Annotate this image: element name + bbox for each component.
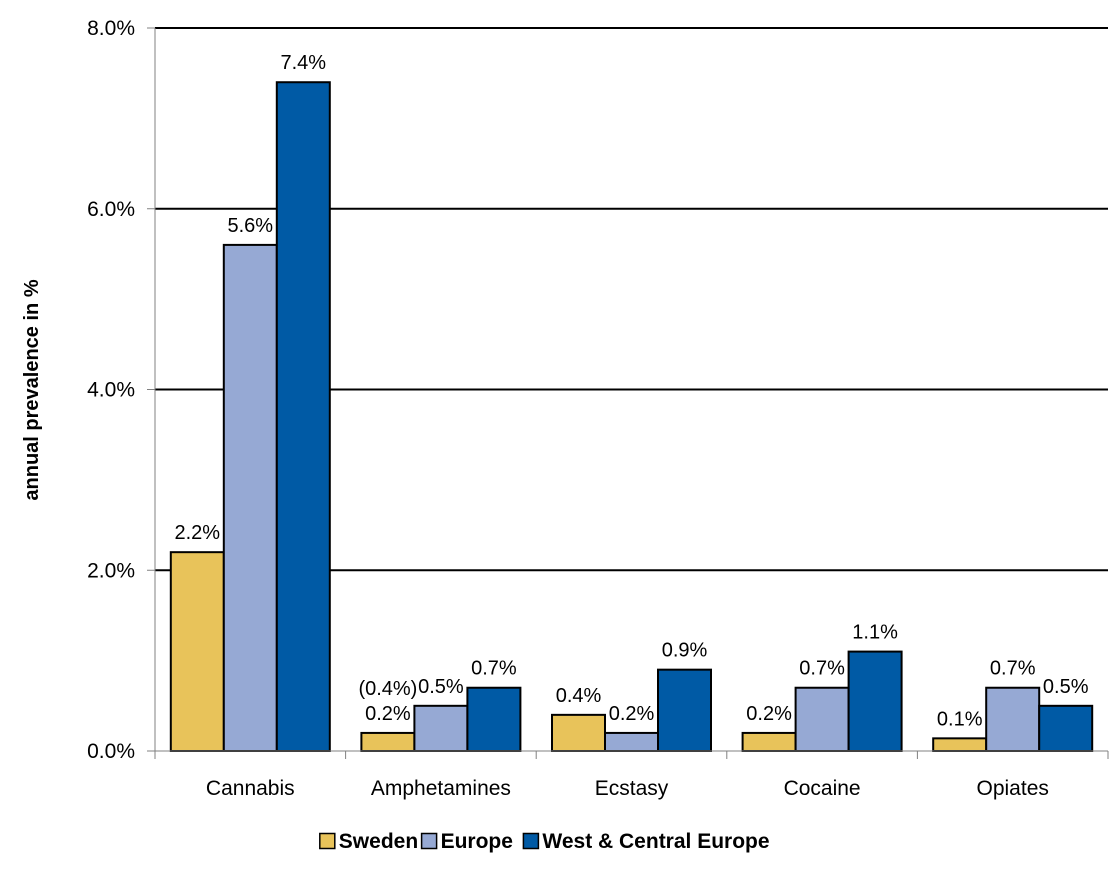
y-tick-label: 2.0% xyxy=(87,559,135,582)
data-label: 0.5% xyxy=(1043,676,1089,698)
legend-swatch xyxy=(420,832,438,850)
bar xyxy=(222,243,278,752)
x-tick-label: Cannabis xyxy=(206,777,295,800)
bar xyxy=(360,731,416,752)
data-label: 0.7% xyxy=(799,658,845,680)
data-label: 1.1% xyxy=(852,622,898,644)
bar xyxy=(466,686,522,752)
bars xyxy=(169,81,1094,753)
data-label: 0.7% xyxy=(471,658,517,680)
legend-label: Europe xyxy=(441,830,513,853)
data-label: 0.9% xyxy=(662,640,708,662)
data-label: 7.4% xyxy=(281,52,327,74)
legend-swatch xyxy=(522,832,540,850)
y-tick-label: 6.0% xyxy=(87,198,135,221)
y-tick-label: 8.0% xyxy=(87,17,135,40)
bar xyxy=(794,686,850,752)
data-label: 0.5% xyxy=(418,676,464,698)
y-axis-label: annual prevalence in % xyxy=(21,279,43,500)
bar xyxy=(413,704,469,752)
data-label: 0.1% xyxy=(937,708,983,730)
axes: 0.0% 2.0% 4.0% 6.0% 8.0% Cannabis Amphetamines… xyxy=(87,17,1109,800)
bar xyxy=(657,668,712,752)
data-label: 0.2% xyxy=(365,703,411,725)
legend: Sweden Europe West & Central Europe xyxy=(319,830,770,853)
legend-label: Sweden xyxy=(339,830,418,853)
bar xyxy=(169,551,225,752)
bar xyxy=(551,713,606,752)
y-tick-label: 0.0% xyxy=(87,740,135,763)
legend-label: West & Central Europe xyxy=(542,830,769,853)
bar xyxy=(932,737,988,752)
data-label: 0.7% xyxy=(990,658,1036,680)
data-labels: 2.2%5.6%7.4%0.2%(0.4%) 0.5%0.7%0.4%0.2%0.… xyxy=(175,52,1089,730)
bar xyxy=(741,731,797,752)
x-tick-label: Cocaine xyxy=(784,777,861,800)
bar xyxy=(985,686,1041,752)
data-label: 0.4% xyxy=(556,685,602,707)
data-label: 2.2% xyxy=(175,522,221,544)
x-tick-label: Opiates xyxy=(977,777,1049,800)
bar xyxy=(847,650,903,753)
annotation-label: (0.4%) xyxy=(358,678,417,700)
legend-swatch xyxy=(319,832,336,850)
bar xyxy=(1038,704,1094,752)
bar xyxy=(275,81,331,753)
x-tick-label: Ecstasy xyxy=(595,777,669,800)
bar xyxy=(604,731,659,752)
data-label: 5.6% xyxy=(228,215,274,237)
x-tick-label: Amphetamines xyxy=(371,777,511,800)
y-tick-label: 4.0% xyxy=(87,379,135,402)
data-label: 0.2% xyxy=(609,703,655,725)
data-label: 0.2% xyxy=(746,703,792,725)
